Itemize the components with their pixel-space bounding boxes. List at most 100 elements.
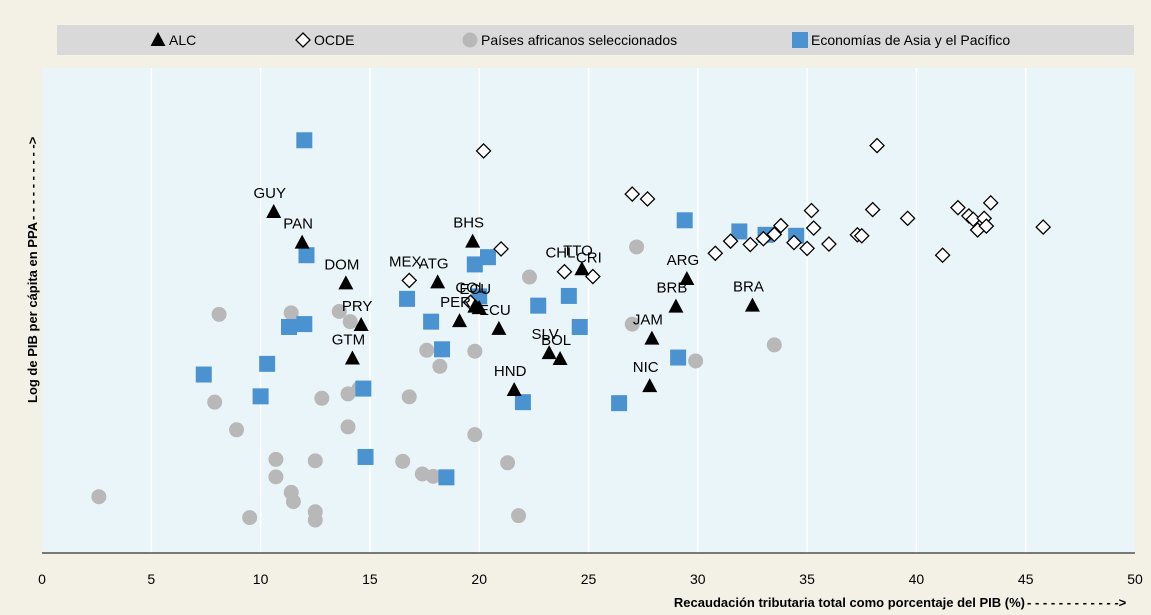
point-diamond-open-17 xyxy=(805,220,822,236)
point-circle-32 xyxy=(688,353,704,369)
x-tick-35: 35 xyxy=(799,571,815,587)
x-tick-30: 30 xyxy=(690,571,706,587)
point-label-cri: CRI xyxy=(576,250,602,267)
point-diamond-open-25 xyxy=(950,199,966,216)
point-triangle-9 xyxy=(471,300,487,315)
x-tick-0: 0 xyxy=(38,571,46,587)
point-diamond-open-0 xyxy=(475,143,492,159)
point-diamond-open-15 xyxy=(799,240,816,257)
point-triangle-14 xyxy=(574,261,590,276)
x-tick-10: 10 xyxy=(253,571,269,587)
point-circle-25 xyxy=(467,427,483,443)
point-triangle-19 xyxy=(744,297,760,312)
point-circle-7 xyxy=(283,305,299,321)
point-circle-10 xyxy=(307,453,323,469)
point-circle-4 xyxy=(242,510,258,526)
x-tick-15: 15 xyxy=(362,571,378,587)
point-circle-17 xyxy=(342,314,358,330)
point-square-23 xyxy=(731,223,748,240)
point-labels: GUYPANDOMPRYGTMATGBHSPERCOLECUECUHNDSLVB… xyxy=(253,185,763,380)
x-axis-arrow: - - - - - - - - - - - -> xyxy=(1027,595,1127,610)
legend-label-0: ALC xyxy=(169,32,196,48)
point-diamond-open-23 xyxy=(899,210,916,227)
point-circle-24 xyxy=(432,358,448,374)
point-triangle-2 xyxy=(338,275,354,290)
y-axis-arrow: - - - - - - - - - - -> xyxy=(25,136,40,228)
point-square-17 xyxy=(530,297,547,314)
point-diamond-open-11 xyxy=(755,230,772,247)
point-label-ecu: ECU xyxy=(479,302,511,319)
point-square-4 xyxy=(296,316,313,333)
point-triangle-18 xyxy=(679,270,695,285)
x-axis-label: Recaudación tributaria total como porcen… xyxy=(674,595,1025,610)
point-circle-5 xyxy=(268,451,284,467)
point-square-12 xyxy=(438,469,455,486)
point-diamond-open-22 xyxy=(869,137,885,154)
point-label-guy: GUY xyxy=(253,185,286,202)
point-triangle-12 xyxy=(541,345,557,360)
point-square-5 xyxy=(296,132,313,149)
point-circle-33 xyxy=(766,337,782,353)
point-square-21 xyxy=(670,349,687,366)
legend-label-3: Economías de Asia y el Pacífico xyxy=(811,32,1010,48)
point-square-7 xyxy=(355,380,372,397)
point-label-col: COL xyxy=(455,280,486,297)
point-circle-30 xyxy=(624,316,640,332)
point-triangle-13 xyxy=(552,351,568,365)
point-diamond-open-30 xyxy=(978,218,995,235)
point-label-dom: DOM xyxy=(324,256,359,273)
legend-marker-3 xyxy=(792,32,808,48)
legend-label-1: OCDE xyxy=(314,32,354,48)
point-circle-27 xyxy=(500,455,516,471)
point-diamond-open-31 xyxy=(982,194,999,211)
point-triangle-7 xyxy=(452,313,468,328)
point-square-8 xyxy=(357,448,374,465)
legend-marker-0 xyxy=(150,32,166,46)
point-square-2 xyxy=(259,355,276,372)
point-diamond-open-12 xyxy=(766,226,783,243)
point-label-pan: PAN xyxy=(283,216,313,233)
point-diamond-open-1 xyxy=(401,272,418,289)
point-diamond-open-13 xyxy=(772,217,789,234)
point-label-brb: BRB xyxy=(657,280,688,297)
point-diamond-open-7 xyxy=(639,191,656,207)
point-label-bra: BRA xyxy=(733,279,764,296)
point-diamond-open-9 xyxy=(722,233,739,250)
point-diamond-open-32 xyxy=(1035,219,1052,235)
point-square-10 xyxy=(423,313,440,330)
point-label-ecu: ECU xyxy=(459,281,491,298)
point-triangle-11 xyxy=(506,382,522,397)
point-square-0 xyxy=(195,366,212,383)
point-square-6 xyxy=(298,247,315,264)
point-diamond-open-3 xyxy=(493,240,509,257)
legend-marker-2 xyxy=(462,32,478,48)
point-square-22 xyxy=(676,212,693,229)
point-label-arg: ARG xyxy=(667,252,700,269)
x-tick-5: 5 xyxy=(147,571,155,587)
point-diamond-open-24 xyxy=(934,247,951,264)
point-diamond-open-21 xyxy=(864,201,881,218)
point-label-per: PER xyxy=(440,294,471,311)
point-circle-0 xyxy=(91,489,107,505)
point-square-11 xyxy=(434,341,451,358)
point-diamond-open-14 xyxy=(786,234,802,251)
point-circle-9 xyxy=(285,494,301,510)
point-square-16 xyxy=(514,394,531,411)
point-square-9 xyxy=(399,290,416,307)
point-square-13 xyxy=(466,256,483,273)
point-circle-2 xyxy=(211,306,227,322)
point-triangle-4 xyxy=(344,350,360,365)
point-circle-12 xyxy=(307,512,323,528)
point-triangle-10 xyxy=(491,320,507,335)
point-diamond-open-16 xyxy=(803,202,820,219)
x-tick-50: 50 xyxy=(1127,571,1143,587)
point-circle-3 xyxy=(229,422,245,438)
point-circle-31 xyxy=(629,239,645,255)
point-triangle-6 xyxy=(465,233,481,248)
y-axis-label: Log de PIB per cápita en PPA xyxy=(25,221,40,403)
point-square-1 xyxy=(252,388,269,405)
legend-label-2: Países africanos seleccionados xyxy=(481,32,677,48)
x-tick-40: 40 xyxy=(909,571,925,587)
point-circle-20 xyxy=(401,389,417,405)
